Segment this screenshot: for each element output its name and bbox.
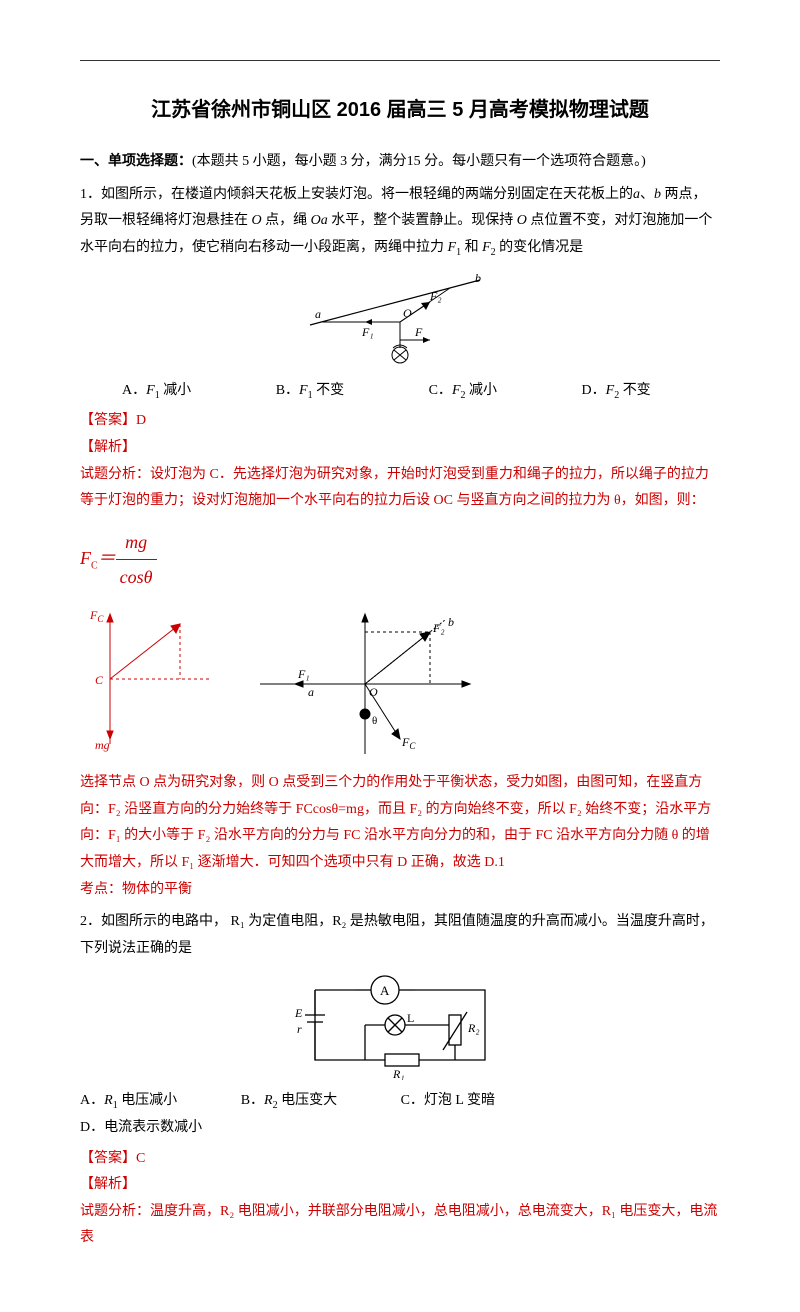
q2-explain-label: 【解析】 bbox=[80, 1172, 720, 1199]
q1-opt-b: B．F1 不变 bbox=[255, 378, 344, 405]
svg-text:r: r bbox=[297, 1022, 302, 1036]
formula-lhs: F bbox=[80, 548, 91, 568]
svg-text:R₂: R₂ bbox=[467, 1021, 480, 1035]
top-rule bbox=[80, 60, 720, 61]
svg-text:O: O bbox=[369, 685, 378, 699]
svg-text:F₂: F₂ bbox=[432, 621, 445, 635]
svg-text:F₂: F₂ bbox=[429, 289, 442, 303]
q1-t1: 如图所示，在楼道内倾斜天花板上安装灯泡。将一根轻绳的两端分别固定在天花板上的 bbox=[101, 187, 633, 202]
svg-text:C: C bbox=[95, 673, 104, 687]
svg-text:F₁: F₁ bbox=[361, 325, 374, 339]
svg-text:FC: FC bbox=[89, 608, 104, 624]
svg-text:R₁: R₁ bbox=[392, 1067, 405, 1080]
svg-text:E: E bbox=[294, 1006, 303, 1020]
svg-text:L: L bbox=[407, 1011, 414, 1025]
q2-num: 2． bbox=[80, 914, 101, 929]
q2-options: A．R1 电压减小 B．R2 电压变大 C．灯泡 L 变暗 D．电流表示数减小 bbox=[80, 1088, 720, 1141]
q2-circuit: A E r L R₂ R₁ bbox=[285, 970, 515, 1080]
q1-b: b bbox=[654, 187, 661, 202]
q1-opt-d: D．F2 不变 bbox=[561, 378, 651, 405]
svg-text:A: A bbox=[380, 983, 390, 998]
q1-opt-c: C．F2 减小 bbox=[408, 378, 497, 405]
q1-opt-a: A．F1 减小 bbox=[101, 378, 191, 405]
svg-text:F: F bbox=[414, 325, 423, 339]
q2-opt-d: D．电流表示数减小 bbox=[80, 1115, 202, 1142]
q1-a: a bbox=[633, 187, 640, 202]
svg-text:FC: FC bbox=[401, 735, 416, 751]
svg-text:a: a bbox=[315, 307, 321, 321]
q1-figure: a b O F₁ F₂ F bbox=[290, 270, 510, 370]
q1-num: 1． bbox=[80, 187, 101, 202]
formula-sub: C bbox=[91, 560, 98, 571]
section-1-label: 一、单项选择题： bbox=[80, 154, 192, 169]
svg-text:b: b bbox=[475, 271, 481, 285]
q1-F2: F bbox=[482, 240, 491, 255]
q1-O: O bbox=[252, 213, 262, 228]
svg-text:mg: mg bbox=[95, 738, 110, 752]
q1-t6: 和 bbox=[461, 240, 482, 255]
q1-O2: O bbox=[517, 213, 527, 228]
q1-F1: F bbox=[448, 240, 457, 255]
q1-options: A．F1 减小 B．F1 不变 C．F2 减小 D．F2 不变 bbox=[80, 378, 720, 405]
svg-text:O: O bbox=[403, 306, 412, 320]
formula-eq: ＝ bbox=[98, 548, 116, 568]
q1-explain-1: 试题分析：设灯泡为 C．先选择灯泡为研究对象，开始时灯泡受到重力和绳子的拉力，所… bbox=[80, 462, 720, 515]
svg-text:F₁: F₁ bbox=[297, 667, 310, 681]
q1-t4: 水平，整个装置静止。现保持 bbox=[328, 213, 517, 228]
q1-answer: 【答案】D bbox=[80, 408, 720, 435]
q1-diagrams: FC C mg F₁ a F₂ b O θ FC bbox=[80, 604, 720, 764]
q2-opt-a: A．R1 电压减小 bbox=[80, 1088, 177, 1115]
question-1: 1．如图所示，在楼道内倾斜天花板上安装灯泡。将一根轻绳的两端分别固定在天花板上的… bbox=[80, 182, 720, 262]
q2-text: 如图所示的电路中， R₁ 为定值电阻，R₂ 是热敏电阻，其阻值随温度的升高而减小… bbox=[80, 914, 714, 956]
page-title: 江苏省徐州市铜山区 2016 届高三 5 月高考模拟物理试题 bbox=[80, 91, 720, 129]
formula-num: mg bbox=[116, 525, 157, 560]
section-1-header: 一、单项选择题：(本题共 5 小题，每小题 3 分，满分15 分。每小题只有一个… bbox=[80, 149, 720, 176]
q1-explain-label: 【解析】 bbox=[80, 435, 720, 462]
q1-fbd-1: FC C mg bbox=[80, 604, 220, 754]
q1-t7: 的变化情况是 bbox=[496, 240, 584, 255]
q2-opt-c: C．灯泡 L 变暗 bbox=[401, 1088, 495, 1115]
svg-text:θ: θ bbox=[372, 715, 377, 727]
q1-formula: FC＝mgcosθ bbox=[80, 525, 720, 594]
q1-t3: 点，绳 bbox=[262, 213, 311, 228]
svg-text:a: a bbox=[308, 685, 314, 699]
q1-explain-2: 选择节点 O 点为研究对象，则 O 点受到三个力的作用处于平衡状态，受力如图，由… bbox=[80, 770, 720, 876]
q2-answer: 【答案】C bbox=[80, 1146, 720, 1173]
q2-opt-b: B．R2 电压变大 bbox=[241, 1088, 337, 1115]
q1-Oa: Oa bbox=[311, 213, 328, 228]
q2-explain-1: 试题分析：温度升高，R₂ 电阻减小，并联部分电阻减小，总电阻减小，总电流变大，R… bbox=[80, 1199, 720, 1252]
svg-text:b: b bbox=[448, 615, 454, 629]
q1-fbd-2: F₁ a F₂ b O θ FC bbox=[250, 604, 480, 764]
formula-den: cosθ bbox=[116, 560, 157, 594]
section-1-desc: (本题共 5 小题，每小题 3 分，满分15 分。每小题只有一个选项符合题意。) bbox=[192, 154, 646, 169]
q1-kaodian: 考点：物体的平衡 bbox=[80, 877, 720, 904]
question-2: 2．如图所示的电路中， R₁ 为定值电阻，R₂ 是热敏电阻，其阻值随温度的升高而… bbox=[80, 909, 720, 962]
